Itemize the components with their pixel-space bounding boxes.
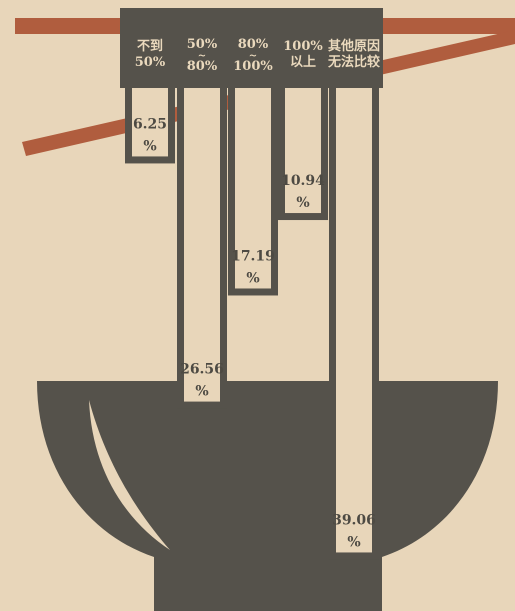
category-label: ~ xyxy=(249,51,257,62)
category-label: 以上 xyxy=(290,55,316,70)
value-label: % xyxy=(195,384,208,400)
bar xyxy=(336,88,372,553)
value-label: 6.25 xyxy=(133,116,167,132)
category-label: 不到 xyxy=(137,39,163,54)
bar xyxy=(285,88,321,214)
category-label: 50% xyxy=(187,37,218,52)
bar xyxy=(184,88,220,402)
value-label: 26.56 xyxy=(180,362,224,378)
value-label: 39.06 xyxy=(332,512,376,528)
bowl xyxy=(37,381,498,611)
value-label: 17.19 xyxy=(231,248,275,264)
category-label: ~ xyxy=(198,51,206,62)
category-label: 80% xyxy=(187,59,218,74)
value-label: % xyxy=(246,270,259,286)
value-labels: 6.25% 26.56% 17.19% 10.94% 39.06% xyxy=(133,116,376,550)
category-label: 无法比较 xyxy=(327,54,380,70)
bar xyxy=(132,88,168,157)
value-label: % xyxy=(296,195,309,211)
bar-group xyxy=(125,83,379,560)
value-label: % xyxy=(143,138,156,154)
category-label: 50% xyxy=(135,55,166,70)
category-label: 80% xyxy=(238,37,269,52)
bowl-body xyxy=(37,381,498,611)
category-label: 100% xyxy=(283,39,323,54)
value-label: % xyxy=(347,534,360,550)
bar xyxy=(235,88,271,289)
category-label: 其他原因 xyxy=(328,38,380,54)
category-label: 100% xyxy=(233,59,273,74)
header-band xyxy=(120,8,383,88)
value-label: 10.94 xyxy=(281,173,325,189)
